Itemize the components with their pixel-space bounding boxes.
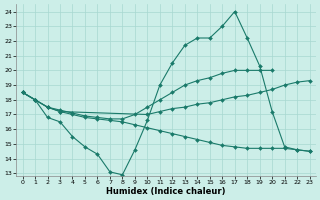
X-axis label: Humidex (Indice chaleur): Humidex (Indice chaleur) bbox=[106, 187, 226, 196]
